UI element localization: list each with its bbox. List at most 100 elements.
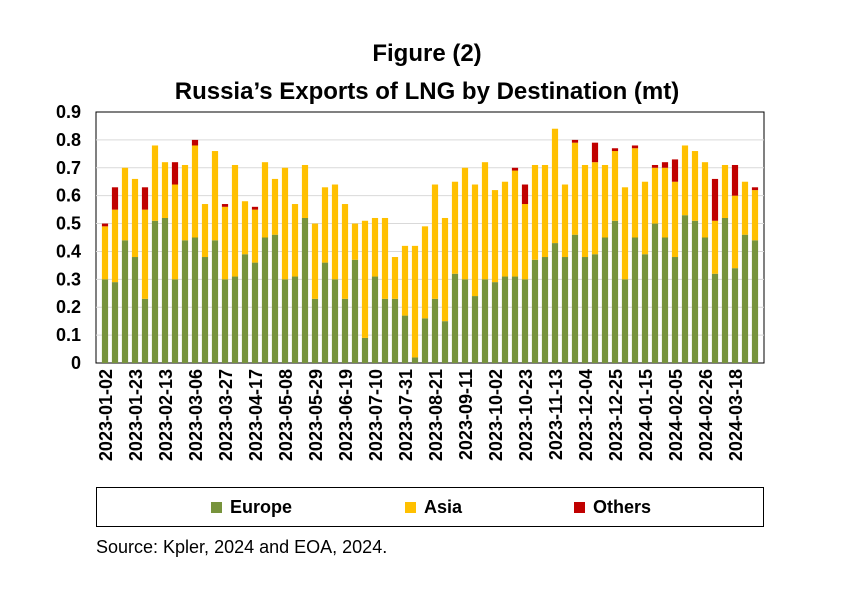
bar-others [671,159,679,182]
bar-europe [481,279,489,363]
bar-europe [311,298,319,363]
y-tick-label: 0.4 [56,241,81,261]
bar-europe [301,217,309,363]
chart-title: Russia’s Exports of LNG by Destination (… [174,78,680,105]
bar-others [101,223,109,227]
bar-asia [311,223,319,299]
bar-others [711,178,719,221]
bar-europe [381,298,389,363]
figure-number: Figure (2) [372,40,482,67]
x-tick-label: 2023-06-19 [336,369,356,461]
x-tick-label: 2023-05-29 [306,369,326,461]
bar-asia [281,167,289,280]
bar-asia [441,217,449,322]
bar-asia [191,145,199,238]
bar-europe [211,240,219,363]
bar-asia [451,181,459,274]
bar-europe [231,276,239,363]
bar-europe [441,321,449,363]
x-tick-label: 2024-02-26 [696,369,716,461]
bar-asia [141,209,149,299]
bar-asia [481,162,489,280]
bar-asia [251,209,259,263]
y-tick-label: 0.5 [56,214,81,234]
legend-swatch-asia [405,502,416,513]
bar-asia [111,209,119,283]
bar-europe [471,296,479,363]
bar-europe [291,276,299,363]
x-tick-label: 2023-10-23 [516,369,536,461]
bar-asia [421,226,429,319]
legend-label-asia: Asia [424,497,463,517]
bar-asia [641,181,649,255]
bar-europe [221,279,229,363]
bar-others [661,162,669,168]
bar-europe [341,298,349,363]
bar-europe [581,257,589,363]
bar-asia [591,162,599,255]
bar-others [751,187,759,191]
bar-europe [731,268,739,363]
legend: Europe Asia Others [96,487,764,527]
bar-europe [601,237,609,363]
y-tick-label: 0.8 [56,130,81,150]
bar-asia [601,164,609,238]
bar-europe [701,237,709,363]
bar-others [651,164,659,168]
bar-europe [671,257,679,363]
bar-others [631,145,639,149]
bar-europe [641,254,649,363]
bar-europe [391,298,399,363]
bar-asia [411,245,419,358]
bar-asia [261,162,269,238]
y-tick-label: 0.9 [56,102,81,122]
bar-asia [581,164,589,258]
bar-asia [201,204,209,258]
bar-asia [161,162,169,218]
bar-asia [651,167,659,224]
bar-europe [531,259,539,363]
bar-asia [121,167,129,241]
bar-others [171,162,179,185]
x-tick-label: 2023-12-25 [606,369,626,461]
legend-item-europe: Europe [211,497,292,518]
bar-europe [171,279,179,363]
bar-europe [151,220,159,363]
legend-swatch-europe [211,502,222,513]
bar-europe [361,337,369,363]
x-tick-label: 2023-11-13 [546,369,566,460]
bar-others [511,167,519,171]
bar-asia [461,167,469,280]
bar-europe [111,282,119,363]
bar-europe [611,220,619,363]
bar-asia [391,257,399,299]
bar-europe [371,276,379,363]
bar-asia [701,162,709,238]
bar-asia [241,201,249,255]
bar-europe [631,237,639,363]
bar-europe [281,279,289,363]
bar-asia [361,220,369,338]
bar-europe [421,318,429,363]
bar-asia [741,181,749,235]
bar-asia [431,184,439,299]
bar-europe [501,276,509,363]
bar-europe [661,237,669,363]
x-tick-label: 2023-07-10 [366,369,386,461]
bar-asia [611,151,619,221]
bar-europe [591,254,599,363]
bar-asia [351,223,359,260]
bar-asia [491,190,499,283]
x-tick-label: 2024-02-05 [666,369,686,461]
bar-europe [241,254,249,363]
y-tick-label: 0.1 [56,325,81,345]
bar-asia [101,226,109,280]
bar-europe [461,279,469,363]
bar-asia [211,151,219,241]
bar-europe [251,262,259,363]
bar-europe [571,234,579,363]
bar-europe [101,279,109,363]
bar-asia [511,170,519,277]
bar-others [611,148,619,152]
bar-others [191,139,199,146]
